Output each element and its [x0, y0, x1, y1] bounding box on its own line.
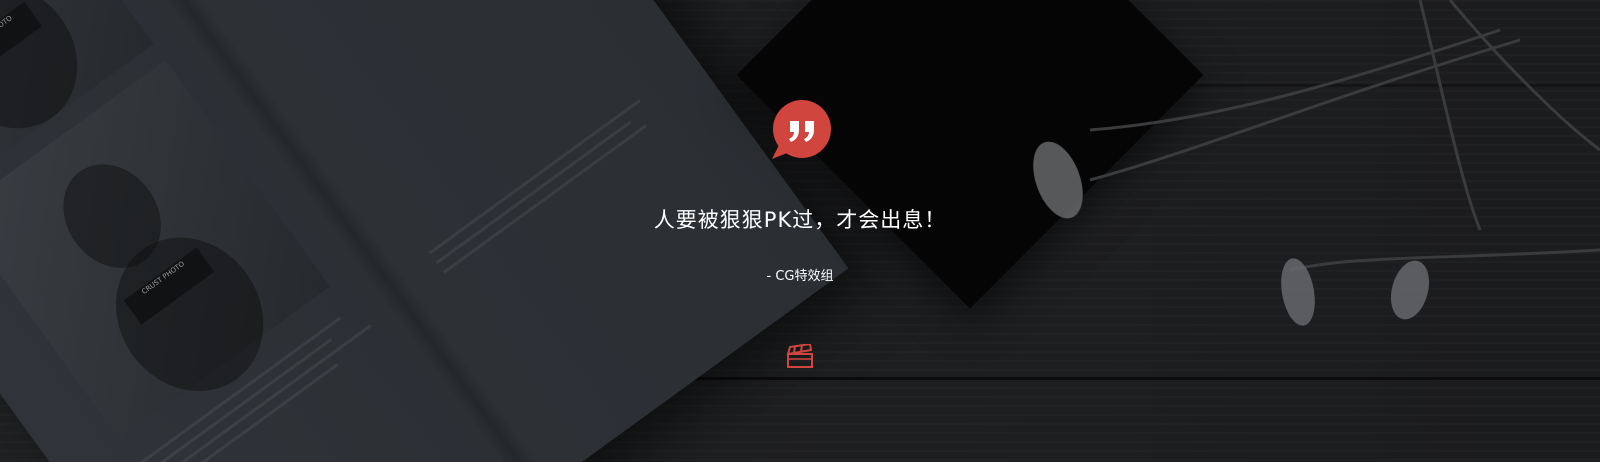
quote-author: - CG特效组	[766, 269, 834, 284]
quote-text: 人要被狠狠PK过，才会出息！	[653, 208, 947, 232]
plank-gap	[1090, 84, 1600, 87]
quote-bubble-icon	[772, 100, 831, 159]
plank-gap	[560, 377, 1600, 380]
clapperboard-icon	[786, 344, 813, 368]
